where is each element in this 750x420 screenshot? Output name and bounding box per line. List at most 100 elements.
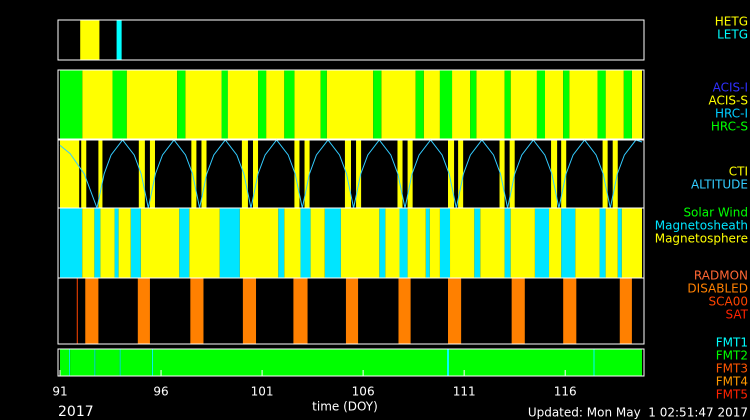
state-interval: [94, 208, 101, 278]
state-interval: [98, 140, 103, 208]
legend-entry: Magnetosheath: [655, 219, 748, 233]
state-interval: [340, 208, 380, 278]
state-interval: [190, 278, 204, 344]
state-interval: [152, 349, 447, 376]
state-interval: [373, 70, 382, 139]
state-interval: [602, 140, 608, 208]
panel-border: [57, 19, 645, 61]
state-interval: [597, 70, 606, 139]
state-interval: [439, 70, 453, 139]
legend-entry: CTI: [729, 165, 748, 179]
state-interval: [450, 208, 475, 278]
legend-entry: HRC-I: [715, 107, 748, 121]
state-interval: [252, 140, 259, 208]
state-interval: [151, 349, 153, 376]
state-interval: [449, 349, 594, 376]
state-interval: [304, 140, 310, 208]
state-interval: [185, 70, 222, 139]
state-interval: [425, 208, 430, 278]
state-interval: [284, 208, 301, 278]
legend-entry: ALTITUDE: [691, 178, 748, 192]
state-interval: [201, 140, 207, 208]
x-tick-label: 111: [453, 385, 476, 399]
state-interval: [398, 278, 411, 344]
panel-border: [57, 69, 645, 140]
state-interval: [593, 349, 595, 376]
state-interval: [126, 70, 178, 139]
state-interval: [119, 349, 121, 376]
state-interval: [278, 208, 285, 278]
state-interval: [381, 70, 416, 139]
legend-entry: RADMON: [694, 269, 748, 283]
state-interval: [137, 278, 150, 344]
legend-entry: LETG: [717, 28, 748, 42]
state-interval: [345, 278, 359, 344]
state-interval: [120, 349, 152, 376]
x-axis-label: time (DOY): [312, 400, 378, 414]
state-interval: [242, 278, 257, 344]
state-interval: [569, 70, 598, 139]
legend-entry: FMT2: [716, 349, 748, 363]
state-interval: [446, 349, 450, 376]
state-interval: [499, 140, 505, 208]
state-interval: [504, 70, 511, 139]
state-interval: [191, 140, 197, 208]
state-interval: [227, 70, 259, 139]
state-interval: [510, 208, 535, 278]
state-interval: [509, 140, 515, 208]
state-interval: [344, 140, 351, 208]
state-interval: [82, 70, 113, 139]
x-tick-label: 91: [52, 385, 67, 399]
state-interval: [177, 70, 186, 139]
year-label: 2017: [58, 404, 94, 420]
state-interval: [448, 278, 462, 344]
state-interval: [458, 140, 464, 208]
legend-entry: FMT5: [716, 388, 748, 402]
state-interval: [549, 208, 562, 278]
state-interval: [266, 70, 285, 139]
state-interval: [415, 70, 424, 139]
state-interval: [452, 70, 471, 139]
state-interval: [130, 208, 141, 278]
state-interval: [149, 140, 155, 208]
state-interval: [219, 208, 240, 278]
state-interval: [239, 208, 279, 278]
legend-entry: SCA00: [709, 295, 748, 309]
state-interval: [605, 208, 618, 278]
footer: Updated: Mon May 1 02:51:47 2017: [528, 406, 748, 420]
state-interval: [310, 208, 325, 278]
altitude-line: [59, 139, 643, 210]
state-interval: [189, 208, 220, 278]
state-interval: [619, 278, 632, 344]
legend-entry: SAT: [726, 308, 749, 322]
panel-background: [60, 20, 642, 60]
state-interval: [605, 70, 624, 139]
state-interval: [621, 208, 642, 278]
state-interval: [294, 140, 300, 208]
state-interval: [85, 278, 99, 344]
state-interval: [82, 208, 95, 278]
state-interval: [76, 278, 78, 344]
state-interval: [379, 208, 386, 278]
state-interval: [60, 208, 83, 278]
state-interval: [623, 70, 632, 139]
state-interval: [594, 349, 642, 376]
state-interval: [397, 140, 403, 208]
panel-border: [57, 277, 645, 345]
state-interval: [60, 70, 83, 139]
state-interval: [551, 140, 558, 208]
state-interval: [534, 208, 550, 278]
legend-entry: DISABLED: [687, 282, 748, 296]
state-interval: [94, 349, 96, 376]
state-interval: [510, 70, 537, 139]
legend-entry: FMT4: [716, 375, 748, 389]
state-interval: [95, 349, 120, 376]
state-interval: [112, 70, 127, 139]
state-interval: [326, 70, 374, 139]
legend-entry: FMT3: [716, 362, 748, 376]
state-interval: [511, 278, 525, 344]
state-interval: [114, 208, 119, 278]
x-tick-label: 96: [153, 385, 168, 399]
legend-entry: FMT1: [716, 336, 748, 350]
